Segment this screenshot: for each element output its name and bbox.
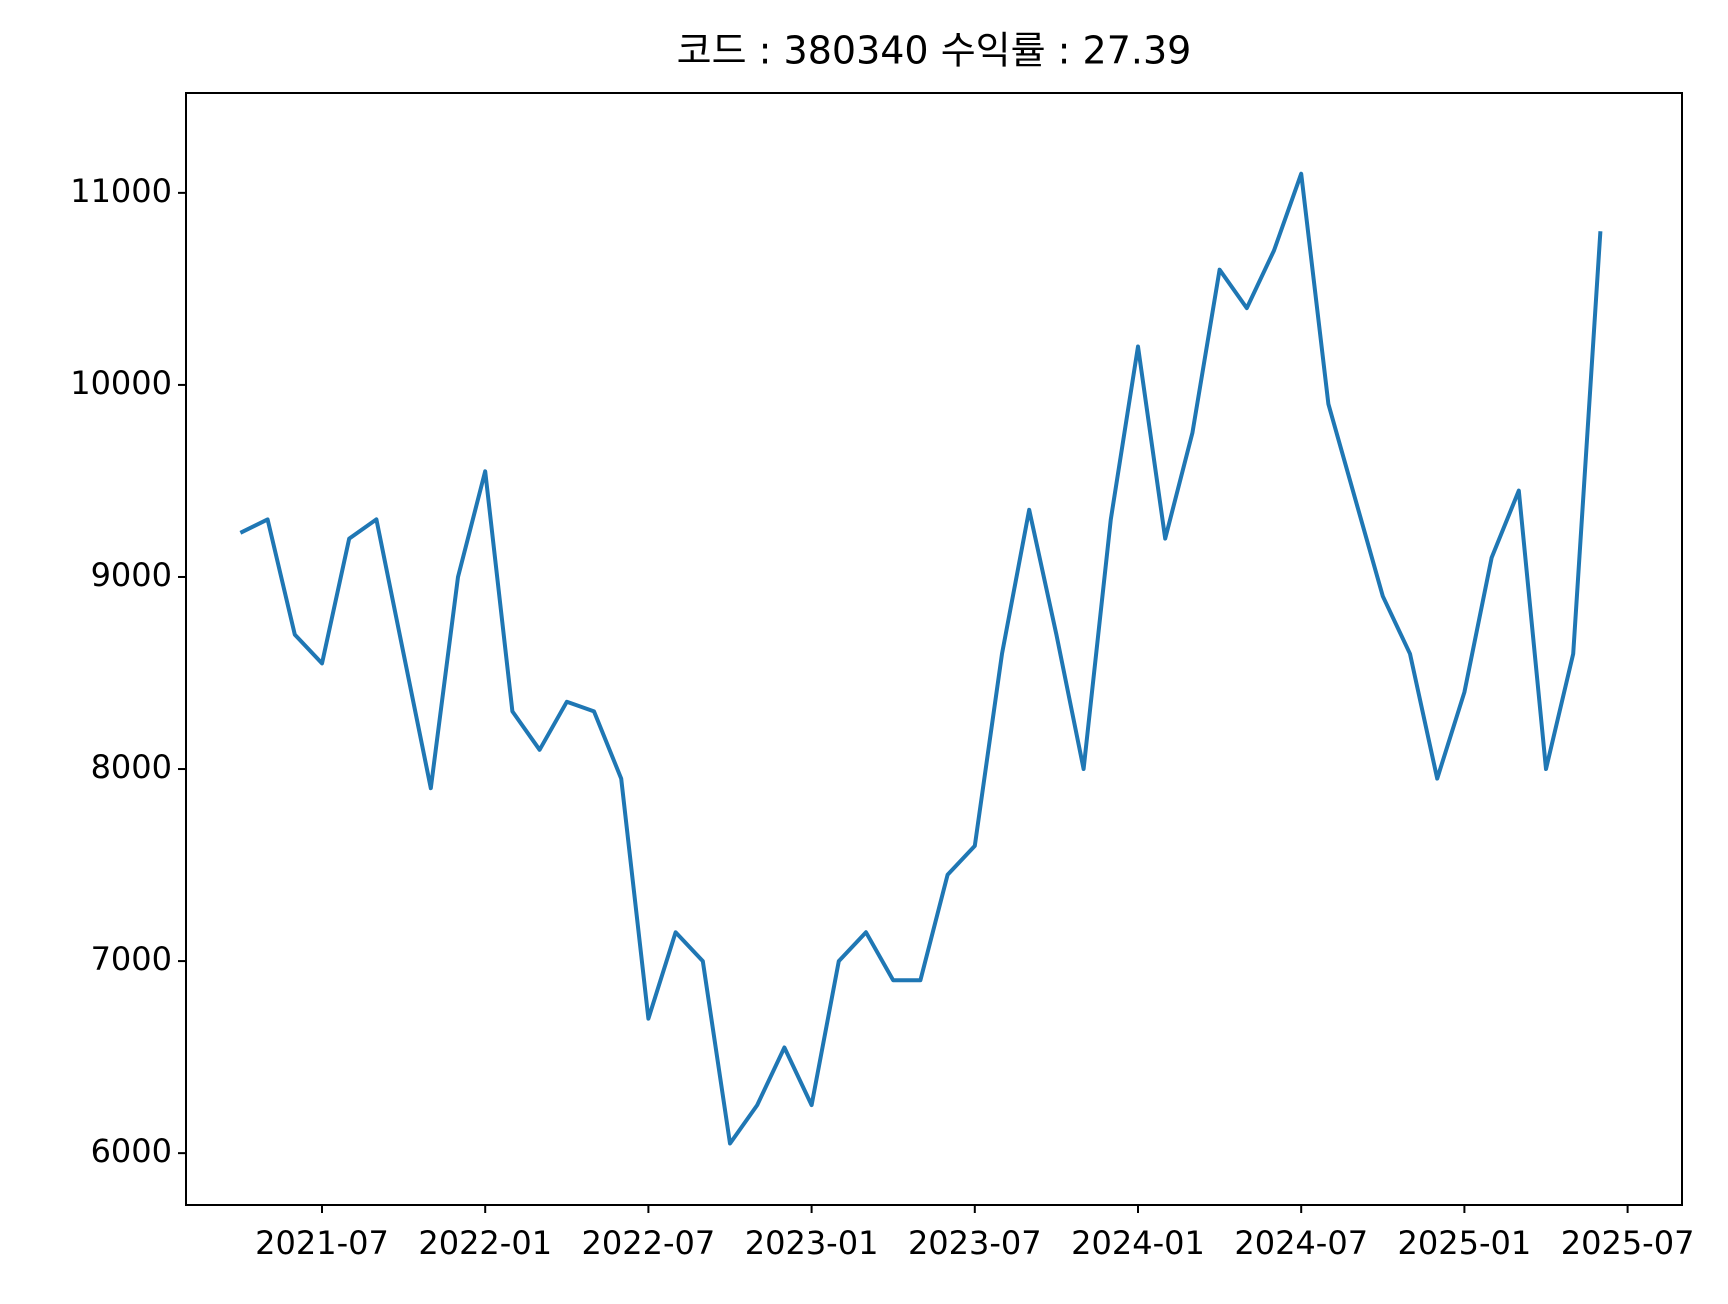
x-tick-label: 2025-01 (1398, 1224, 1532, 1262)
x-tick-label: 2024-01 (1071, 1224, 1205, 1262)
x-tick-label: 2022-07 (582, 1224, 716, 1262)
x-tick-label: 2023-07 (908, 1224, 1042, 1262)
x-tick-label: 2022-01 (418, 1224, 552, 1262)
y-tick-label: 9000 (91, 556, 172, 594)
plot-frame (185, 92, 1683, 1206)
price-line (239, 171, 1603, 1146)
x-tick-label: 2024-07 (1234, 1224, 1368, 1262)
y-tick-label: 10000 (70, 364, 172, 402)
y-tick-label: 11000 (70, 172, 172, 210)
y-tick-label: 7000 (91, 940, 172, 978)
y-tick-label: 6000 (91, 1132, 172, 1170)
x-tick-label: 2021-07 (255, 1224, 389, 1262)
x-tick-label: 2023-01 (745, 1224, 879, 1262)
x-tick-label: 2025-07 (1561, 1224, 1695, 1262)
y-tick-label: 8000 (91, 748, 172, 786)
chart-title: 코드 : 380340 수익률 : 27.39 (677, 29, 1192, 73)
